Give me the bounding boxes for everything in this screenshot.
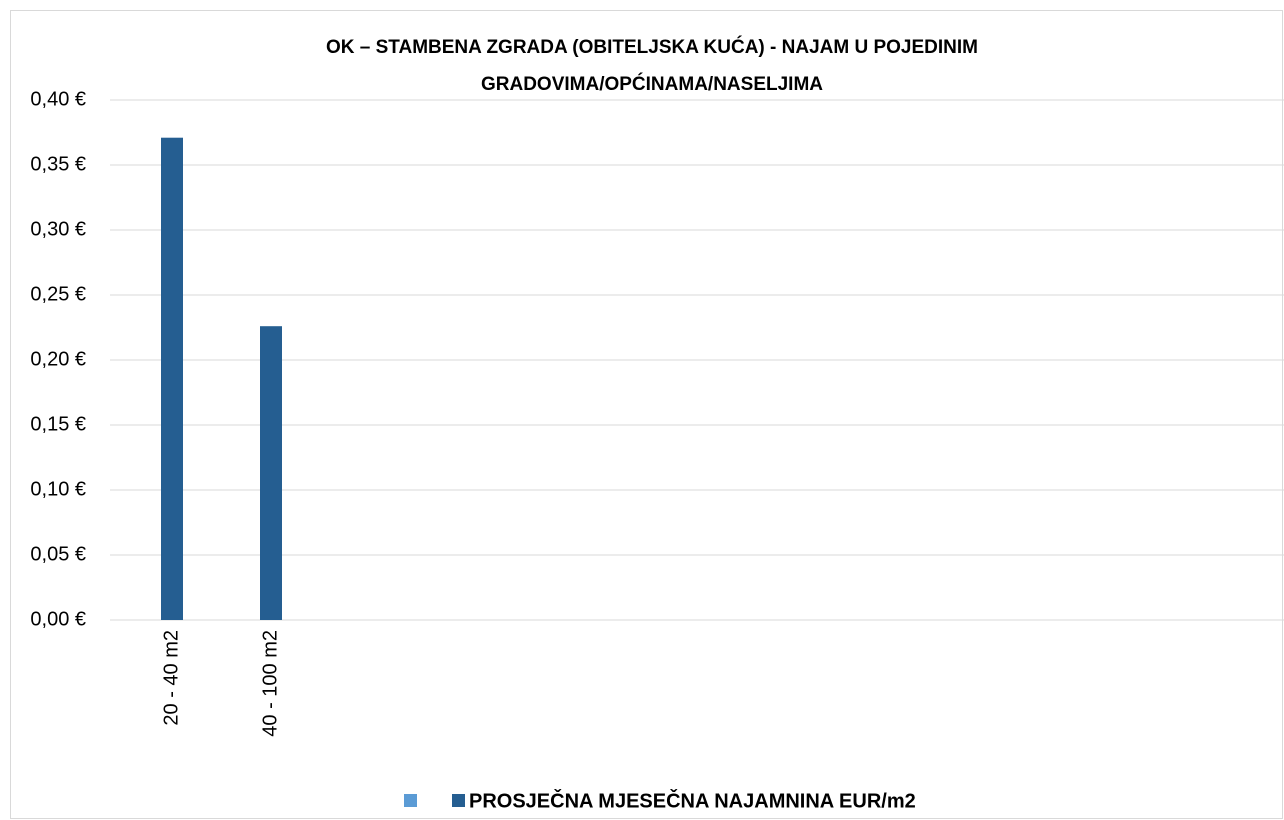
y-tick-label: 0,00 € (30, 608, 86, 630)
chart-border (10, 10, 1283, 819)
y-tick-label: 0,05 € (30, 543, 86, 565)
x-tick-label: 20 - 40 m2 (160, 630, 182, 726)
legend-label: PROSJEČNA MJESEČNA NAJAMNINA EUR/m2 (469, 788, 916, 812)
y-tick-label: 0,20 € (30, 348, 86, 370)
y-tick-label: 0,15 € (30, 413, 86, 435)
bar (260, 326, 282, 620)
y-tick-label: 0,40 € (30, 88, 86, 110)
legend-swatch (452, 794, 465, 807)
y-tick-label: 0,25 € (30, 283, 86, 305)
y-tick-label: 0,35 € (30, 153, 86, 175)
legend-swatch (404, 794, 417, 807)
x-tick-label: 40 - 100 m2 (259, 630, 281, 737)
y-tick-label: 0,30 € (30, 218, 86, 240)
bar (161, 137, 183, 620)
chart-title: GRADOVIMA/OPĆINAMA/NASELJIMA (481, 73, 823, 95)
chart-title: OK – STAMBENA ZGRADA (OBITELJSKA KUĆA) -… (326, 36, 978, 58)
y-tick-label: 0,10 € (30, 478, 86, 500)
